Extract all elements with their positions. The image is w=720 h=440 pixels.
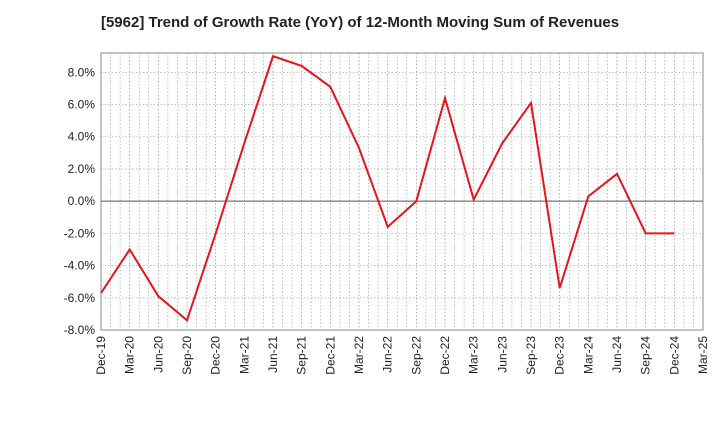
x-tick-label: Mar-20 [123,336,137,374]
x-tick-label: Jun-20 [151,336,165,373]
series-line [100,54,675,323]
y-tick-label: -2.0% [64,226,96,240]
y-tick-label: 2.0% [68,162,96,176]
x-tick-label: Dec-23 [553,336,567,375]
x-tick-label: Mar-25 [696,336,710,374]
x-tick-label: Sep-21 [295,336,309,375]
x-tick-label: Sep-24 [639,336,653,375]
x-tick-label: Sep-20 [180,336,194,375]
y-tick-label: 4.0% [68,130,96,144]
y-tick-label: 8.0% [68,65,96,79]
y-tick-label: 6.0% [68,98,96,112]
chart-title: [5962] Trend of Growth Rate (YoY) of 12-… [100,14,620,31]
grid-lines [100,53,704,331]
y-tick-label: -6.0% [64,291,96,305]
x-tick-label: Dec-22 [438,336,452,375]
y-axis-ticks: -8.0% -6.0% -4.0% -2.0% 0.0% 2.0% 4.0% 6.0% 8.0% [64,65,96,337]
x-tick-label: Dec-20 [209,336,223,375]
y-tick-label: 0.0% [68,194,96,208]
x-tick-label: Jun-24 [610,336,624,373]
x-tick-label: Jun-22 [381,336,395,373]
x-tick-label: Mar-24 [581,336,595,374]
x-tick-label: Dec-21 [323,336,337,375]
x-tick-label: Mar-22 [352,336,366,374]
x-tick-label: Sep-23 [524,336,538,375]
x-tick-label: Jun-21 [266,336,280,373]
x-axis-ticks: Dec-19 Mar-20 Jun-20 Sep-20 Dec-20 Mar-21 Jun-… [94,336,710,375]
x-tick-label: Mar-21 [237,336,251,374]
x-tick-label: Mar-23 [467,336,481,374]
y-tick-label: -4.0% [64,259,96,273]
x-tick-label: Sep-22 [409,336,423,375]
y-tick-label: -8.0% [64,323,96,337]
x-tick-label: Jun-23 [495,336,509,373]
x-tick-label: Dec-19 [94,336,108,375]
plot-area [100,52,704,331]
x-tick-label: Dec-24 [667,336,681,375]
series-layer [100,54,675,323]
